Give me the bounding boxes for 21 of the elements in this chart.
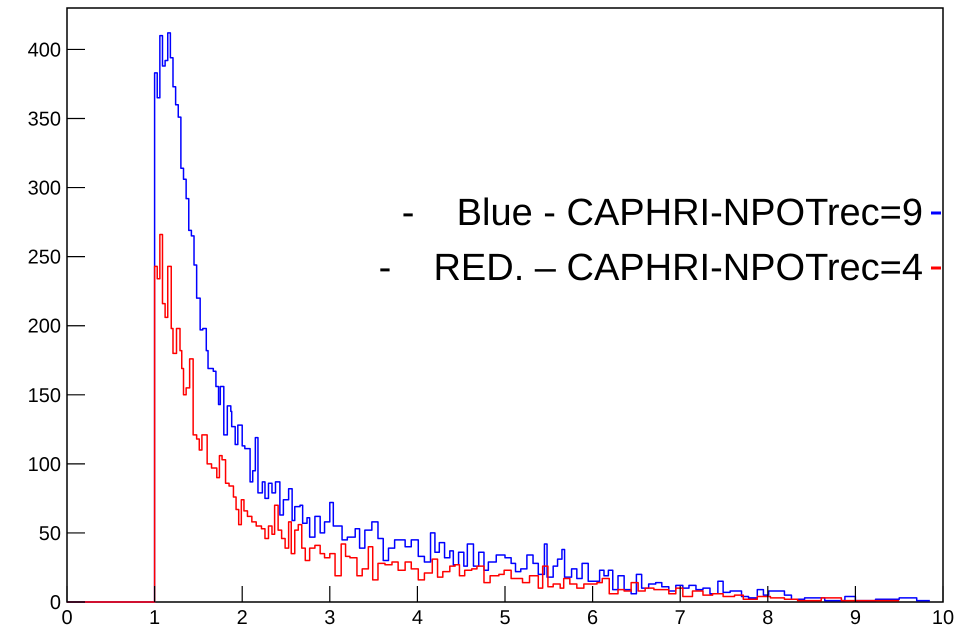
legend-label: - Blue - CAPHRI-NPOTrec=9 <box>402 192 923 234</box>
y-tick-label: 350 <box>28 108 61 131</box>
x-tick-label: 9 <box>850 607 861 629</box>
x-tick-label: 4 <box>412 607 423 629</box>
y-tick-label: 300 <box>28 178 61 200</box>
y-tick-label: 400 <box>28 39 61 62</box>
x-tick-label: 1 <box>149 607 160 629</box>
x-tick-label: 3 <box>324 607 336 629</box>
x-tick-label: 7 <box>674 607 686 629</box>
x-tick-label: 6 <box>587 607 598 629</box>
y-tick-label: 0 <box>50 592 61 614</box>
x-tick-label: 10 <box>932 607 954 629</box>
y-tick-label: 200 <box>28 316 61 338</box>
x-tick-label: 8 <box>762 607 774 629</box>
x-tick-label: 5 <box>499 607 511 629</box>
y-tick-label: 250 <box>28 246 61 269</box>
x-tick-label: 2 <box>236 607 248 629</box>
legend-label: - RED. – CAPHRI-NPOTrec=4 <box>378 247 923 289</box>
y-tick-label: 150 <box>28 384 61 407</box>
y-tick-label: 50 <box>38 522 61 545</box>
y-tick-label: 100 <box>28 454 61 476</box>
